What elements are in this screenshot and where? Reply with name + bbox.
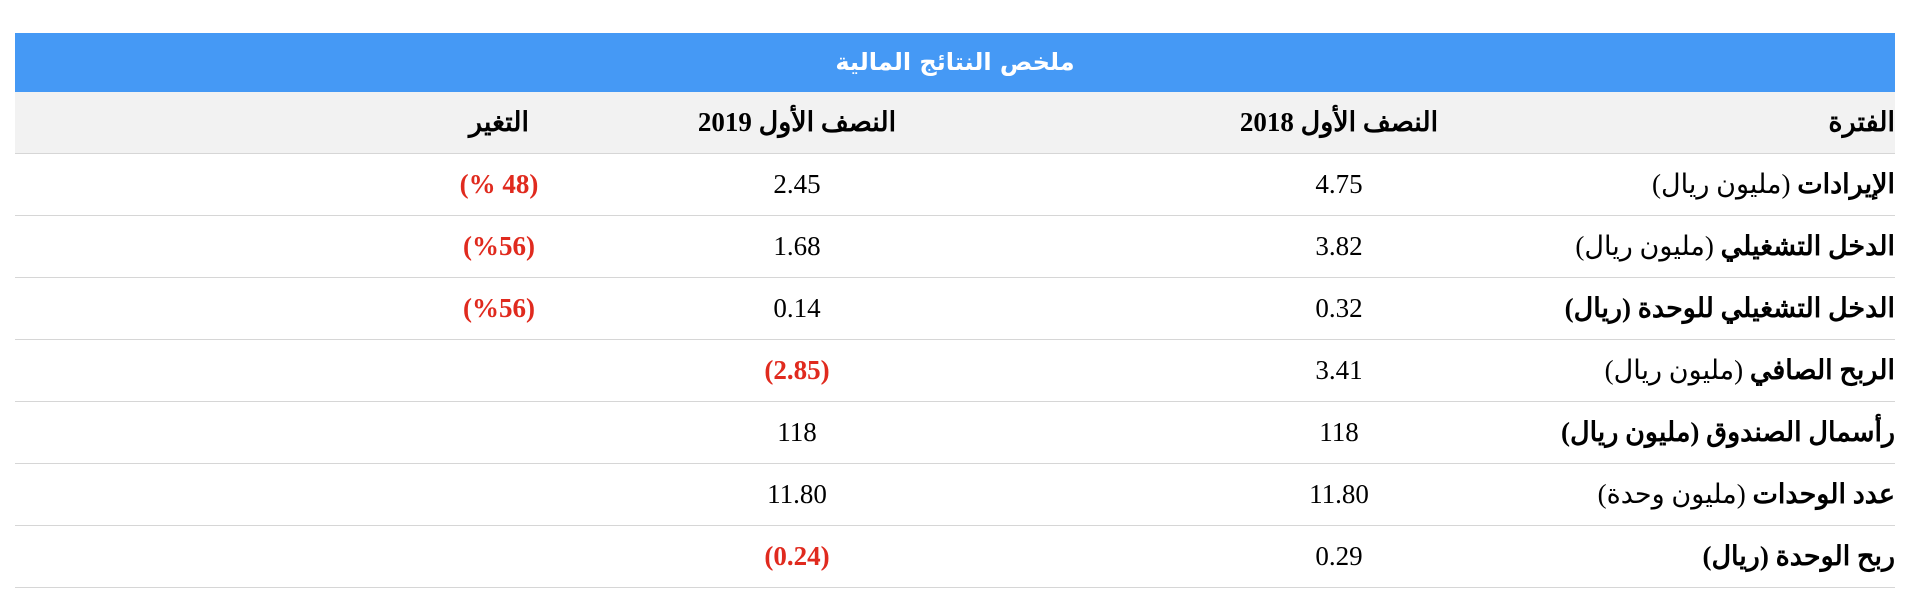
label-text: الربح الصافي: [1749, 355, 1895, 385]
label-text: الدخل التشغيلي للوحدة (ريال): [1564, 293, 1895, 323]
label-unit: (مليون وحدة): [1597, 479, 1746, 509]
table-row: الدخل التشغيلي للوحدة (ريال) 0.32 0.14 (%56…: [15, 278, 1895, 340]
header-cell: النصف الأول 2019: [697, 107, 897, 137]
row-label: الربح الصافي (مليون ريال): [1605, 340, 1895, 401]
header-cell: الفترة: [1828, 107, 1895, 137]
value-cell: (48 %): [459, 169, 539, 199]
table-row: الدخل التشغيلي (مليون ريال) 3.82 1.68 (%56): [15, 216, 1895, 278]
value-cell: (%56): [463, 231, 535, 261]
row-label: عدد الوحدات (مليون وحدة): [1598, 464, 1895, 525]
value-cell: 118: [1319, 417, 1359, 447]
value-cell: 4.75: [1315, 169, 1363, 199]
value-cell: 1.68: [773, 231, 821, 261]
label-text: عدد الوحدات: [1752, 479, 1895, 509]
row-label: رأسمال الصندوق (مليون ريال): [1561, 402, 1895, 463]
value-cell: (%56): [463, 293, 535, 323]
value-cell: 3.82: [1315, 231, 1363, 261]
value-cell: 3.41: [1315, 355, 1363, 385]
value-cell: 11.80: [767, 479, 827, 509]
table-row: ربح الوحدة (ريال) 0.29 (0.24): [15, 526, 1895, 588]
label-text: ربح الوحدة (ريال): [1702, 541, 1895, 571]
value-cell: 2.45: [773, 169, 821, 199]
value-cell: 0.14: [773, 293, 821, 323]
label-text: رأسمال الصندوق (مليون ريال): [1560, 417, 1895, 447]
value-cell: 11.80: [1309, 479, 1369, 509]
row-label: ربح الوحدة (ريال): [1702, 526, 1895, 587]
results-table: ملخص النتائج المالية الفترة النصف الأول 2…: [15, 33, 1895, 588]
row-label: الإيرادات (مليون ريال): [1652, 154, 1895, 215]
header-cell: النصف الأول 2018: [1239, 107, 1439, 137]
value-cell: 0.32: [1315, 293, 1363, 323]
row-label: الدخل التشغيلي (مليون ريال): [1575, 216, 1895, 277]
label-text: الإيرادات: [1797, 169, 1895, 199]
label-unit: (مليون ريال): [1604, 355, 1744, 385]
table-row: الربح الصافي (مليون ريال) 3.41 (2.85): [15, 340, 1895, 402]
header-cell: التغير: [469, 107, 529, 137]
table-row: رأسمال الصندوق (مليون ريال) 118 118: [15, 402, 1895, 464]
table-row: عدد الوحدات (مليون وحدة) 11.80 11.80: [15, 464, 1895, 526]
label-unit: (مليون ريال): [1652, 169, 1791, 199]
value-cell: 118: [777, 417, 817, 447]
value-cell: (2.85): [764, 355, 830, 385]
label-text: الدخل التشغيلي: [1720, 231, 1895, 261]
row-label: الدخل التشغيلي للوحدة (ريال): [1565, 278, 1895, 339]
table-row: الإيرادات (مليون ريال) 4.75 2.45 (48 %): [15, 154, 1895, 216]
header-row: الفترة النصف الأول 2018 النصف الأول 2019 ال…: [15, 92, 1895, 154]
value-cell: 0.29: [1315, 541, 1363, 571]
value-cell: (0.24): [764, 541, 830, 571]
table-title: ملخص النتائج المالية: [15, 33, 1895, 92]
label-unit: (مليون ريال): [1575, 231, 1714, 261]
